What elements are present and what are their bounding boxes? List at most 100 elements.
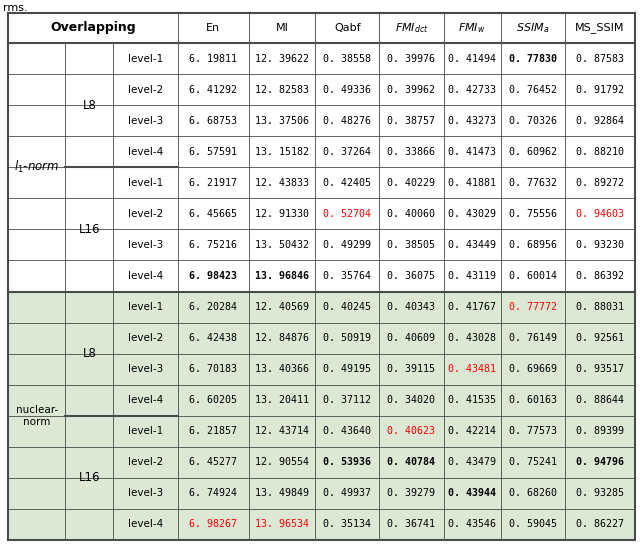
Text: 13. 15182: 13. 15182 [255,147,309,157]
Text: 0. 76452: 0. 76452 [509,85,557,95]
Text: 6. 19811: 6. 19811 [189,53,237,64]
Text: 0. 40609: 0. 40609 [387,333,435,343]
Text: 0. 43029: 0. 43029 [448,209,496,219]
Text: 0. 34020: 0. 34020 [387,395,435,405]
Text: 0. 43479: 0. 43479 [448,458,496,468]
Text: 0. 43449: 0. 43449 [448,240,496,250]
Text: 0. 40343: 0. 40343 [387,302,435,312]
Text: level-2: level-2 [128,85,163,95]
Text: 0. 77830: 0. 77830 [509,53,557,64]
Text: 12. 39622: 12. 39622 [255,53,309,64]
Text: 0. 42405: 0. 42405 [323,178,371,188]
Text: 0. 75556: 0. 75556 [509,209,557,219]
Text: 0. 77632: 0. 77632 [509,178,557,188]
Text: 0. 35764: 0. 35764 [323,271,371,281]
Text: L16: L16 [79,223,100,236]
Text: 0. 39962: 0. 39962 [387,85,435,95]
Text: 6. 42438: 6. 42438 [189,333,237,343]
Text: level-3: level-3 [128,240,163,250]
Text: 6. 57591: 6. 57591 [189,147,237,157]
Text: level-1: level-1 [128,178,163,188]
Text: 13. 50432: 13. 50432 [255,240,309,250]
Text: 0. 49299: 0. 49299 [323,240,371,250]
Text: 0. 35134: 0. 35134 [323,519,371,530]
Text: 13. 37506: 13. 37506 [255,116,309,125]
Text: 0. 94796: 0. 94796 [576,458,624,468]
Text: Qabf: Qabf [334,23,360,33]
Text: 0. 53936: 0. 53936 [323,458,371,468]
Text: 0. 41535: 0. 41535 [448,395,496,405]
Bar [8,292,635,322]
Text: 0. 41473: 0. 41473 [448,147,496,157]
Text: level-3: level-3 [128,364,163,374]
Text: 0. 48276: 0. 48276 [323,116,371,125]
Text: 12. 82583: 12. 82583 [255,85,309,95]
Text: $FMI_w$: $FMI_w$ [458,21,486,35]
Bar [8,13,635,43]
Text: 0. 93230: 0. 93230 [576,240,624,250]
Text: 6. 45277: 6. 45277 [189,458,237,468]
Text: 0. 60014: 0. 60014 [509,271,557,281]
Text: 0. 60163: 0. 60163 [509,395,557,405]
Text: 0. 88210: 0. 88210 [576,147,624,157]
Text: level-2: level-2 [128,209,163,219]
Text: norm: norm [23,417,51,427]
Text: 0. 94603: 0. 94603 [576,209,624,219]
Text: 0. 41494: 0. 41494 [448,53,496,64]
Text: level-4: level-4 [128,519,163,530]
Text: 13. 20411: 13. 20411 [255,395,309,405]
Text: 0. 42733: 0. 42733 [448,85,496,95]
Text: 6. 20284: 6. 20284 [189,302,237,312]
Text: level-4: level-4 [128,147,163,157]
Text: 0. 40623: 0. 40623 [387,426,435,436]
Text: 6. 60205: 6. 60205 [189,395,237,405]
Text: $FMI_{dct}$: $FMI_{dct}$ [395,21,428,35]
Text: 0. 88031: 0. 88031 [576,302,624,312]
Bar [8,167,635,199]
Text: 0. 89399: 0. 89399 [576,426,624,436]
Text: 6. 21917: 6. 21917 [189,178,237,188]
Bar [8,354,635,384]
Text: 6. 75216: 6. 75216 [189,240,237,250]
Text: 0. 38558: 0. 38558 [323,53,371,64]
Text: 0. 41767: 0. 41767 [448,302,496,312]
Text: 6. 41292: 6. 41292 [189,85,237,95]
Text: 0. 77573: 0. 77573 [509,426,557,436]
Text: 0. 37112: 0. 37112 [323,395,371,405]
Text: 0. 39279: 0. 39279 [387,488,435,498]
Text: MS_SSIM: MS_SSIM [575,23,625,34]
Text: 0. 43481: 0. 43481 [448,364,496,374]
Text: MI: MI [275,23,289,33]
Text: 0. 36741: 0. 36741 [387,519,435,530]
Text: 0. 42214: 0. 42214 [448,426,496,436]
Text: 0. 40060: 0. 40060 [387,209,435,219]
Bar [8,384,635,416]
Text: 0. 43028: 0. 43028 [448,333,496,343]
Text: 0. 92561: 0. 92561 [576,333,624,343]
Bar [8,43,635,74]
Text: 0. 49937: 0. 49937 [323,488,371,498]
Text: Overlapping: Overlapping [50,21,136,35]
Text: $l_1$-norm: $l_1$-norm [14,159,60,175]
Text: 12. 84876: 12. 84876 [255,333,309,343]
Text: 13. 49849: 13. 49849 [255,488,309,498]
Bar [8,261,635,292]
Text: 0. 60962: 0. 60962 [509,147,557,157]
Text: level-1: level-1 [128,426,163,436]
Bar [8,199,635,229]
Bar [8,322,635,354]
Text: level-4: level-4 [128,271,163,281]
Bar [8,74,635,105]
Text: 12. 43833: 12. 43833 [255,178,309,188]
Text: 0. 39976: 0. 39976 [387,53,435,64]
Text: 0. 75241: 0. 75241 [509,458,557,468]
Text: 0. 43640: 0. 43640 [323,426,371,436]
Text: 0. 91792: 0. 91792 [576,85,624,95]
Text: 0. 33866: 0. 33866 [387,147,435,157]
Text: 0. 36075: 0. 36075 [387,271,435,281]
Text: level-4: level-4 [128,395,163,405]
Bar [8,229,635,261]
Text: 6. 74924: 6. 74924 [189,488,237,498]
Text: 0. 43944: 0. 43944 [448,488,496,498]
Text: 13. 96846: 13. 96846 [255,271,309,281]
